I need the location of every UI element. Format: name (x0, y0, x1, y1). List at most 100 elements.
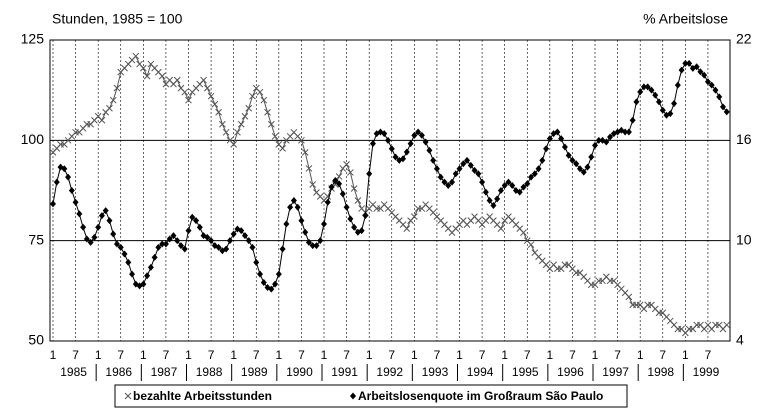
point (208, 237, 215, 245)
point (633, 98, 640, 106)
x-tick-label: 1 (547, 348, 554, 362)
point (222, 128, 230, 136)
legend-box (114, 384, 628, 408)
point (712, 86, 719, 94)
point (648, 86, 655, 94)
point (527, 241, 535, 249)
point (531, 170, 538, 178)
point (403, 148, 410, 156)
point (407, 140, 414, 148)
point (400, 155, 407, 163)
point (253, 258, 260, 266)
point (298, 217, 305, 225)
legend-label: Arbeitslosenquote im Großraum São Paulo (358, 389, 603, 403)
point (173, 76, 181, 84)
x-tick-label: 7 (705, 348, 712, 362)
legend-marker (350, 392, 356, 400)
point (272, 280, 279, 288)
point (369, 140, 376, 148)
point (245, 237, 252, 245)
point (516, 188, 523, 196)
point (113, 240, 120, 248)
point (249, 92, 256, 100)
point (159, 240, 166, 248)
point (237, 120, 245, 128)
point (558, 135, 565, 143)
point (106, 104, 113, 112)
point (204, 233, 211, 241)
point (479, 178, 486, 186)
x-tick-label: 7 (163, 348, 170, 362)
point (497, 187, 504, 194)
x-tick-label: 7 (253, 348, 260, 362)
point (592, 141, 599, 149)
point (83, 235, 90, 243)
point (125, 258, 132, 266)
point (343, 161, 350, 168)
point (87, 238, 94, 246)
x-tick-label: 1 (95, 348, 102, 362)
point (249, 243, 256, 251)
y-tick-label: 125 (21, 31, 45, 47)
point (230, 230, 237, 238)
x-tick-label: 1 (321, 348, 328, 362)
point (181, 88, 189, 96)
point (144, 272, 151, 280)
point (388, 145, 395, 153)
point (625, 128, 632, 136)
point (701, 71, 708, 79)
year-label: 1997 (602, 365, 629, 379)
point (554, 128, 561, 136)
point (486, 197, 493, 205)
point (415, 128, 422, 136)
point (158, 72, 166, 80)
point (80, 223, 87, 231)
point (501, 181, 508, 189)
point (403, 225, 411, 232)
point (362, 212, 369, 220)
point (573, 160, 580, 168)
y-tick-label: 100 (21, 131, 45, 147)
point (207, 92, 215, 100)
point (339, 190, 346, 198)
x-tick-label: 7 (659, 348, 666, 362)
y2-tick-label: 4 (736, 332, 744, 348)
y2-tick-label: 22 (736, 31, 752, 47)
x-tick-label: 7 (434, 348, 441, 362)
point (543, 145, 550, 153)
y-tick-label: 50 (28, 332, 44, 348)
point (267, 120, 275, 128)
point (305, 165, 313, 172)
point (309, 242, 316, 250)
point (113, 84, 121, 92)
point (260, 278, 267, 286)
point (283, 220, 290, 228)
x-tick-label: 1 (275, 348, 282, 362)
point (241, 112, 249, 120)
point (234, 128, 241, 136)
point (723, 321, 731, 329)
point (53, 178, 60, 186)
point (351, 223, 358, 231)
point (704, 78, 711, 86)
x-tick-label: 1 (592, 348, 599, 362)
point (279, 145, 286, 152)
point (667, 110, 674, 118)
x-tick-label: 1 (185, 348, 192, 362)
point (358, 227, 365, 235)
point (203, 84, 211, 92)
point (528, 173, 535, 181)
left-axis-label: Stunden, 1985 = 100 (52, 11, 183, 27)
point (155, 243, 162, 251)
point (546, 135, 553, 143)
point (226, 237, 233, 245)
point (256, 88, 264, 96)
right-axis-label: % Arbeitslose (643, 11, 728, 27)
x-tick-label: 1 (411, 348, 418, 362)
point (430, 156, 437, 164)
point (580, 168, 587, 176)
point (520, 183, 527, 191)
point (196, 223, 203, 231)
point (147, 263, 154, 271)
point (576, 165, 583, 173)
